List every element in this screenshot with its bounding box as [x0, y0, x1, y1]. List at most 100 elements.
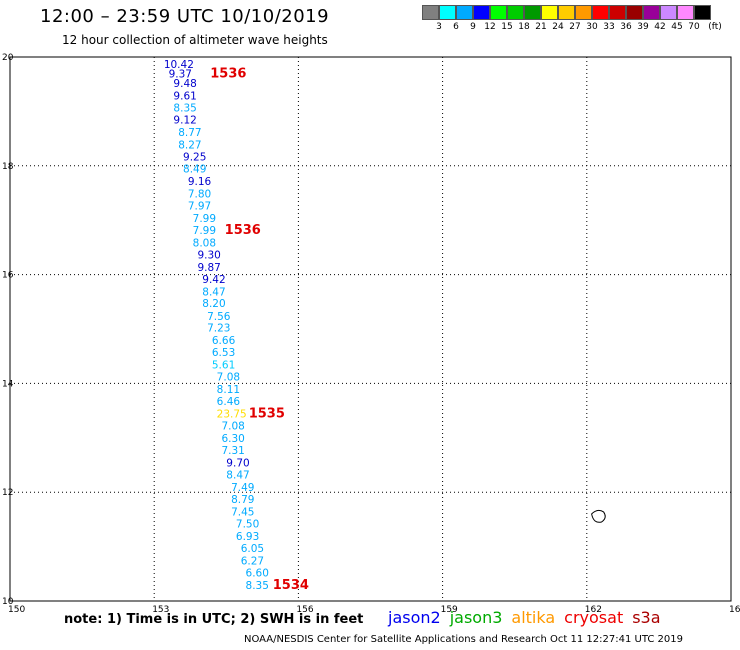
- swh-value: 7.80: [188, 188, 211, 200]
- swh-value: 7.50: [236, 519, 259, 531]
- swh-value: 9.30: [197, 249, 220, 261]
- swh-value: 6.46: [217, 396, 241, 408]
- swh-value: 7.49: [231, 482, 254, 494]
- lon-tick-label: 150: [8, 605, 25, 615]
- wave-height-map: 150 153 156 159 162 165 10 12 14 16 18 20 10.429.37 9…: [2, 53, 740, 615]
- satellite-cryosat: cryosat: [564, 608, 624, 627]
- swh-value: 10.42: [164, 59, 194, 71]
- scale-swatch: [422, 5, 439, 20]
- swh-value: 9.12: [173, 114, 196, 126]
- island-outline: [591, 509, 606, 523]
- scale-label: 39: [637, 22, 649, 32]
- scale-swatch: [439, 5, 456, 20]
- swh-value: 9.61: [173, 90, 196, 102]
- swh-value: 9.25: [183, 151, 206, 163]
- lat-tick-label: 14: [2, 379, 14, 389]
- scale-label: 36: [620, 22, 632, 32]
- pass-time-label: 1534: [273, 578, 309, 593]
- scale-label: 70: [688, 22, 700, 32]
- swh-value: 9.87: [197, 262, 220, 274]
- swh-value: 7.45: [231, 507, 254, 519]
- lon-tick-label: 156: [296, 605, 313, 615]
- swh-value: 6.60: [246, 568, 269, 580]
- swh-value: 5.61: [212, 360, 235, 372]
- swh-value: 8.27: [178, 139, 201, 151]
- swh-value: 6.05: [241, 543, 264, 555]
- scale-label: 3: [436, 22, 442, 32]
- swh-value: 6.93: [236, 531, 259, 543]
- lat-tick-label: 18: [2, 162, 14, 172]
- swh-value: 6.66: [212, 335, 236, 347]
- scale-swatch: [694, 5, 711, 20]
- scale-swatch: [575, 5, 592, 20]
- swh-value: 9.42: [202, 274, 225, 286]
- scale-label: 21: [535, 22, 547, 32]
- swh-value: 7.23: [207, 323, 230, 335]
- pass-time-label: 1536: [210, 67, 246, 82]
- scale-swatch: [541, 5, 558, 20]
- scale-swatch: [660, 5, 677, 20]
- swh-value: 8.20: [202, 298, 225, 310]
- swh-value: 8.11: [217, 384, 240, 396]
- swh-value: 7.08: [217, 372, 240, 384]
- swh-value: 7.99: [193, 225, 216, 237]
- scale-swatch: [609, 5, 626, 20]
- lon-tick-label: 162: [585, 605, 602, 615]
- scale-label: 27: [569, 22, 581, 32]
- scale-swatch: [490, 5, 507, 20]
- satellite-jason3: jason3: [449, 608, 503, 627]
- pass-time-label: 1535: [249, 407, 285, 422]
- scale-swatch: [558, 5, 575, 20]
- scale-label: (ft): [708, 22, 722, 32]
- swh-value: 7.99: [193, 213, 216, 225]
- scale-label: 33: [603, 22, 615, 32]
- scale-swatch: [507, 5, 524, 20]
- scale-swatch: [626, 5, 643, 20]
- swh-value: 6.27: [241, 556, 264, 568]
- scale-swatch: [643, 5, 660, 20]
- units-note: note: 1) Time is in UTC; 2) SWH is in fe…: [64, 612, 364, 627]
- swh-value: 7.56: [207, 311, 231, 323]
- swh-value: 7.08: [221, 421, 244, 433]
- scale-swatch: [473, 5, 490, 20]
- satellite-legend: jason2 jason3 altika cryosat s3a: [388, 608, 661, 627]
- satellite-jason2: jason2: [388, 608, 441, 627]
- lat-tick-label: 12: [2, 488, 13, 498]
- lon-tick-label: 159: [441, 605, 458, 615]
- map-canvas: 150 153 156 159 162 165 10 12 14 16 18 20 10.429.37 9…: [2, 53, 740, 615]
- scale-label: 18: [518, 22, 530, 32]
- swh-value: 7.31: [221, 445, 244, 457]
- scale-swatch: [677, 5, 694, 20]
- scale-label: 42: [654, 22, 666, 32]
- scale-swatch: [524, 5, 541, 20]
- swh-value: 8.35: [173, 102, 196, 114]
- lon-tick-label: 153: [152, 605, 169, 615]
- scale-label: 6: [453, 22, 459, 32]
- lat-tick-label: 10: [2, 597, 14, 607]
- scale-label: 9: [470, 22, 476, 32]
- swh-value: 8.47: [226, 470, 249, 482]
- swh-value: 23.75: [217, 409, 247, 421]
- lon-tick-label: 165: [729, 605, 740, 615]
- swh-value: 8.77: [178, 127, 201, 139]
- map-frame: [9, 56, 732, 602]
- lat-tick-label: 16: [2, 271, 14, 281]
- scale-label: 15: [501, 22, 513, 32]
- lat-tick-label: 20: [2, 53, 14, 63]
- swh-value: 9.70: [226, 458, 249, 470]
- swh-value: 6.53: [212, 347, 235, 359]
- credit-line: NOAA/NESDIS Center for Satellite Applica…: [244, 634, 683, 645]
- swh-value: 6.30: [221, 433, 244, 445]
- color-scale-legend: [422, 5, 711, 20]
- scale-swatch: [456, 5, 473, 20]
- scale-label: 12: [484, 22, 496, 32]
- color-scale-labels: 3 6 9 12 15 18 21 24 27 30 33 36 39 42 45 70 (ft): [422, 22, 740, 34]
- scale-swatch: [592, 5, 609, 20]
- swh-value: 9.37: [169, 69, 192, 81]
- swh-value: 9.16: [188, 176, 212, 188]
- map-subtitle: 12 hour collection of altimeter wave hei…: [62, 33, 328, 47]
- scale-label: 24: [552, 22, 564, 32]
- swh-value: 7.97: [188, 200, 211, 212]
- map-title: 12:00 – 23:59 UTC 10/10/2019: [40, 6, 330, 27]
- satellite-altika: altika: [511, 608, 556, 627]
